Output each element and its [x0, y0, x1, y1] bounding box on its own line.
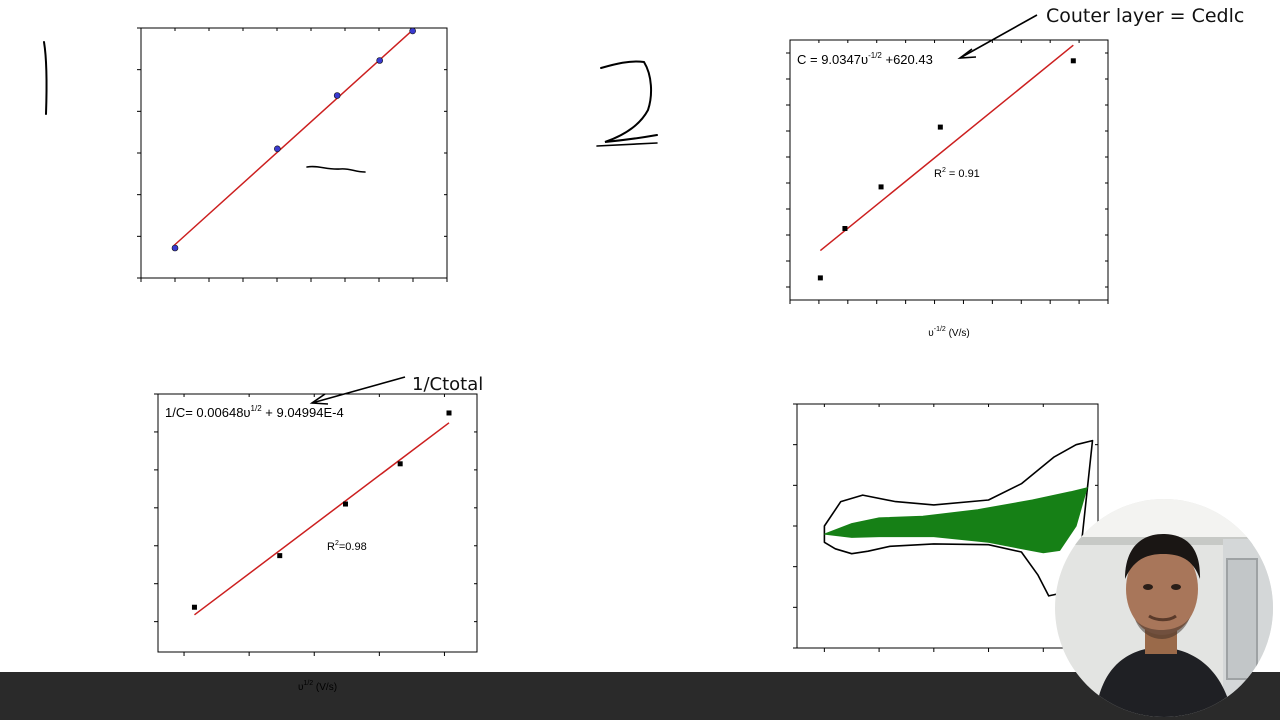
- data-point: [397, 461, 403, 467]
- data-point: [171, 244, 179, 252]
- data-point: [937, 124, 943, 130]
- plot-frame: [157, 393, 478, 653]
- data-point: [342, 501, 348, 507]
- annotation-label-2: 1/Ctotal: [412, 374, 483, 395]
- bottom-bar: [0, 672, 1280, 720]
- chart-cv-diffusion: [793, 403, 1099, 652]
- data-point: [409, 27, 416, 35]
- data-point: [376, 57, 383, 64]
- data-point: [817, 275, 823, 281]
- annotation-label-1: Couter layer = Cedlc: [1046, 5, 1244, 27]
- chart-capacitance: υ-1/2 (V/s) C = 9.0347υ-1/2 +620.43 R2 = 0…: [786, 39, 1109, 339]
- data-point: [333, 92, 341, 99]
- handwritten-underline: [306, 165, 366, 173]
- plot-frame: [140, 27, 448, 279]
- chart-inverse-capacitance: υ1/2 (V/s) 1/C= 0.00648υ1/2 + 9.04994E-4 R…: [154, 393, 478, 693]
- x-axis-label: υ-1/2 (V/s): [928, 326, 969, 339]
- data-point: [277, 553, 283, 559]
- data-point: [446, 410, 452, 416]
- x-axis-label: υ1/2 (V/s): [298, 680, 337, 693]
- fit-line: [173, 28, 415, 247]
- data-point: [1070, 58, 1076, 64]
- fit-line: [819, 44, 1074, 252]
- series-diffusion: [824, 487, 1088, 554]
- equation-label: 1/C= 0.00648υ1/2 + 9.04994E-4: [165, 404, 344, 420]
- annotation-arrow-2: [309, 376, 406, 405]
- data-point: [191, 604, 197, 610]
- chart3-panel: [98, 385, 480, 693]
- annotation-arrow-1: [957, 14, 1038, 59]
- plot-frame: [789, 39, 1109, 301]
- chart-log-current: [137, 27, 448, 282]
- webcam-overlay: [1055, 499, 1273, 717]
- equation-label: C = 9.0347υ-1/2 +620.43: [797, 51, 933, 67]
- data-point: [878, 184, 884, 190]
- r2-label: R2 = 0.91: [934, 167, 980, 180]
- r2-label: R2=0.98: [327, 540, 367, 553]
- handwritten-number-2: [596, 60, 658, 147]
- handwritten-number-1: [43, 41, 48, 115]
- fit-line: [194, 422, 450, 616]
- data-point: [842, 226, 848, 231]
- data-point: [274, 145, 281, 153]
